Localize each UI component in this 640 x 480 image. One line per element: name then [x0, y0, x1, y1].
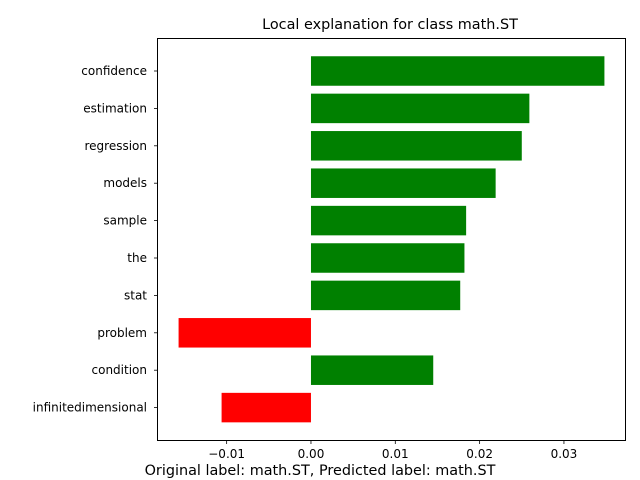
bar-stat	[310, 280, 461, 311]
bar-sample	[310, 205, 467, 236]
y-tick-label: estimation	[83, 101, 147, 115]
x-axis: −0.01 0.00 0.01 0.02 0.03	[208, 440, 578, 461]
plot-bars	[178, 56, 605, 423]
y-tick-label: models	[103, 176, 147, 190]
bar-regression	[310, 131, 522, 161]
y-tick-label: condition	[92, 363, 147, 377]
bar-estimation	[310, 93, 530, 124]
bar-the	[310, 243, 465, 273]
x-tick-label: 0.02	[466, 447, 493, 461]
y-tick-label: sample	[103, 214, 147, 228]
x-tick-label: 0.00	[298, 447, 325, 461]
bar-problem	[178, 318, 311, 348]
chart-title: Local explanation for class math.ST	[262, 17, 518, 33]
y-tick-label: regression	[84, 139, 147, 153]
plot-frame	[157, 38, 626, 441]
bar-condition	[310, 355, 434, 385]
chart-caption: Original label: math.ST, Predicted label…	[145, 463, 496, 479]
y-tick-label: problem	[97, 326, 147, 340]
x-tick-label: 0.03	[551, 447, 578, 461]
y-axis: confidence estimation regression models samp…	[33, 64, 158, 415]
y-tick-label: stat	[124, 288, 147, 302]
y-tick-label: infinitedimensional	[33, 401, 147, 415]
bar-infinitedimensional	[221, 392, 311, 423]
y-tick-label: confidence	[81, 64, 147, 78]
x-tick-label: 0.01	[382, 447, 409, 461]
bar-confidence	[310, 56, 605, 86]
bar-models	[310, 168, 496, 198]
x-tick-label: −0.01	[208, 447, 245, 461]
y-tick-label: the	[127, 251, 147, 265]
